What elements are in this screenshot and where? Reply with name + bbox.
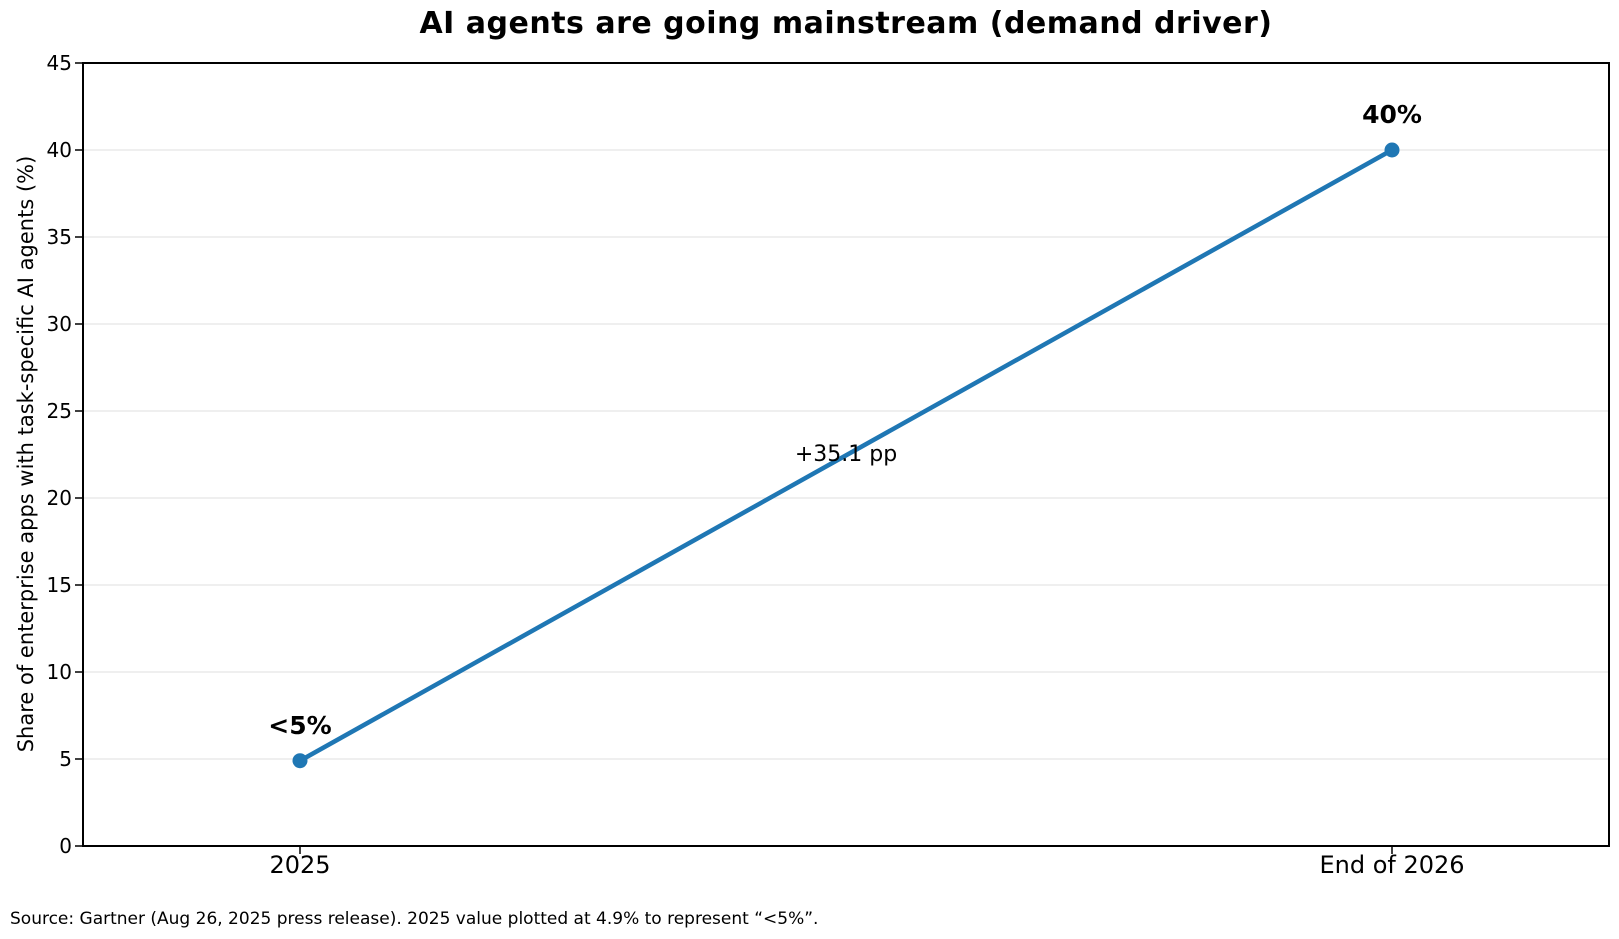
y-tick-label: 35 [46, 225, 72, 249]
delta-annotation: +35.1 pp [794, 442, 898, 468]
point-value-label: <5% [268, 710, 332, 740]
chart-title: AI agents are going mainstream (demand d… [419, 6, 1273, 41]
y-tick-label: 5 [59, 747, 72, 771]
y-tick-label: 40 [46, 138, 72, 162]
y-tick-label: 45 [46, 51, 72, 75]
point-value-label: 40% [1362, 100, 1422, 129]
x-tick-label: 2025 [269, 851, 331, 879]
y-tick-label: 25 [46, 399, 72, 423]
y-tick-label: 20 [46, 486, 72, 510]
data-line [297, 147, 1395, 763]
y-tick-label: 0 [59, 834, 72, 858]
x-tick-label: End of 2026 [1319, 851, 1465, 879]
source-note: Source: Gartner (Aug 26, 2025 press rele… [10, 909, 819, 929]
axes-frame [82, 62, 1610, 847]
y-tick-label: 30 [46, 312, 72, 336]
y-tick-label: 10 [46, 660, 72, 684]
y-tick-label: 15 [46, 573, 72, 597]
data-point [292, 753, 308, 769]
data-point [1384, 142, 1400, 158]
